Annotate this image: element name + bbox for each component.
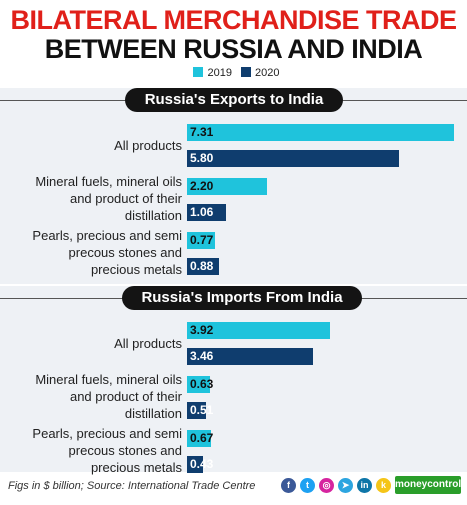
bar-2020 <box>187 204 226 221</box>
facebook-icon[interactable]: f <box>281 478 296 493</box>
instagram-icon[interactable]: ◎ <box>319 478 334 493</box>
legend-swatch-2019 <box>193 67 204 77</box>
bar-value-label: 5.80 <box>190 151 214 165</box>
twitter-icon[interactable]: t <box>300 478 315 493</box>
legend: 2019 2020 <box>0 67 467 79</box>
category-label-line: and product of their <box>69 190 182 206</box>
category-label: All products <box>114 137 182 154</box>
chart-title-line-1: BILATERAL MERCHANDISE TRADE <box>10 5 457 35</box>
bar-value-label: 3.92 <box>190 323 214 337</box>
bar-value-label: 2.20 <box>190 179 214 193</box>
bar-value-label: 1.06 <box>190 205 214 219</box>
section-background <box>0 286 467 472</box>
category-label-line: precious metals <box>90 261 182 277</box>
section-title: Russia's Exports to India <box>125 88 343 112</box>
bar-2020 <box>187 150 399 167</box>
linkedin-icon[interactable]: in <box>357 478 372 493</box>
category-label-line: and product of their <box>69 388 182 404</box>
bar-2020 <box>187 402 206 419</box>
legend-label-2019: 2019 <box>207 67 232 79</box>
category-label-line: All products <box>114 137 182 153</box>
bar-2019 <box>187 124 454 141</box>
category-label-line: Mineral fuels, mineral oils <box>35 173 182 189</box>
section-title: Russia's Imports From India <box>122 286 362 310</box>
bar-2019 <box>187 322 331 339</box>
bar-value-label: 7.31 <box>190 125 214 139</box>
bar-value-label: 3.46 <box>190 349 214 363</box>
bar-value-label: 0.43 <box>190 457 214 471</box>
bar-value-label: 0.77 <box>190 233 214 247</box>
category-label-line: Pearls, precious and semi <box>32 425 182 441</box>
koo-icon[interactable]: k <box>376 478 391 493</box>
telegram-icon[interactable]: ➤ <box>338 478 353 493</box>
bar-value-label: 0.88 <box>190 259 214 273</box>
bar-value-label: 0.67 <box>190 431 214 445</box>
category-label-line: precous stones and <box>68 442 182 458</box>
category-label-line: distillation <box>124 405 182 421</box>
chart-title-line-2: BETWEEN RUSSIA AND INDIA <box>44 34 423 64</box>
bar-2020 <box>187 258 220 275</box>
bar-2020 <box>187 348 314 365</box>
bar-value-label: 0.63 <box>190 377 214 391</box>
bar-2019 <box>187 178 268 195</box>
bar-2019 <box>187 232 216 249</box>
category-label: Mineral fuels, mineral oils and product o… <box>35 371 182 422</box>
category-label: Mineral fuels, mineral oils and product o… <box>35 173 182 224</box>
category-label: Pearls, precious and semi precous stones … <box>32 425 182 476</box>
legend-swatch-2020 <box>241 67 252 77</box>
category-label-line: distillation <box>124 207 182 223</box>
category-label-line: precous stones and <box>68 244 182 260</box>
category-label-line: precious metals <box>90 459 182 475</box>
bar-2019 <box>187 430 212 447</box>
legend-label-2020: 2020 <box>255 67 280 79</box>
bar-2020 <box>187 456 203 473</box>
category-label-line: All products <box>114 335 182 351</box>
category-label: All products <box>114 335 182 352</box>
bar-value-label: 0.51 <box>190 403 214 417</box>
bar-2019 <box>187 376 210 393</box>
moneycontrol-logo: moneycontrol <box>395 476 461 494</box>
category-label-line: Pearls, precious and semi <box>32 227 182 243</box>
category-label: Pearls, precious and semi precous stones … <box>32 227 182 278</box>
category-label-line: Mineral fuels, mineral oils <box>35 371 182 387</box>
source-note: Figs in $ billion; Source: International… <box>8 480 256 492</box>
